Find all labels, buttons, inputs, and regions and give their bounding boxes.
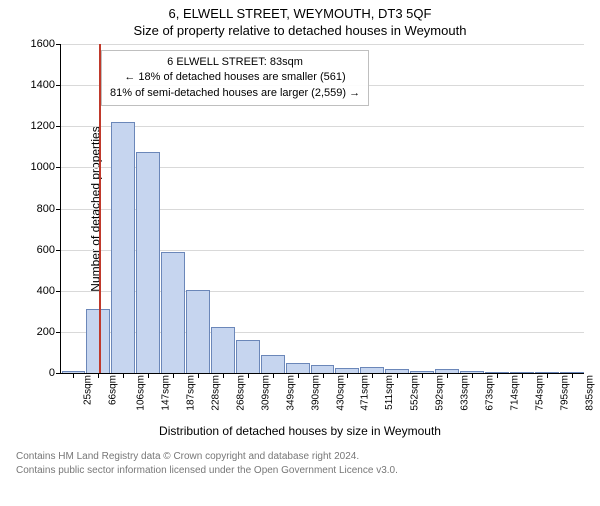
xtick-label: 187sqm [185, 375, 196, 411]
xtick-label: 835sqm [584, 375, 595, 411]
xtick-mark [347, 373, 348, 378]
histogram-bar [136, 152, 160, 373]
histogram-bar [62, 371, 86, 373]
ytick-label: 0 [49, 367, 55, 379]
xtick-mark [472, 373, 473, 378]
histogram-bar [385, 369, 409, 373]
xtick-label: 633sqm [459, 375, 470, 411]
histogram-bar [311, 365, 335, 373]
page-title-line1: 6, ELWELL STREET, WEYMOUTH, DT3 5QF [0, 6, 600, 21]
xtick-label: 25sqm [83, 375, 94, 405]
histogram-bar [435, 369, 459, 373]
annotation-line1: 6 ELWELL STREET: 83sqm [110, 55, 360, 70]
xtick-mark [447, 373, 448, 378]
xtick-label: 511sqm [384, 375, 395, 410]
annotation-line3: 81% of semi-detached houses are larger (… [110, 86, 360, 101]
xtick-mark [372, 373, 373, 378]
histogram-bar [410, 371, 434, 373]
histogram-chart: Number of detached properties 6 ELWELL S… [60, 44, 584, 374]
xtick-mark [547, 373, 548, 378]
chart-annotation-box: 6 ELWELL STREET: 83sqm ← 18% of detached… [101, 50, 369, 106]
xtick-mark [497, 373, 498, 378]
xtick-label: 106sqm [136, 375, 147, 411]
footer-line2: Contains public sector information licen… [16, 464, 584, 478]
annotation-line2: ← 18% of detached houses are smaller (56… [110, 70, 360, 85]
xtick-mark [397, 373, 398, 378]
xtick-mark [123, 373, 124, 378]
xtick-label: 147sqm [160, 375, 171, 411]
xtick-mark [522, 373, 523, 378]
xtick-label: 795sqm [559, 375, 570, 411]
histogram-bar [186, 290, 210, 373]
histogram-bar [286, 363, 310, 373]
xtick-mark [173, 373, 174, 378]
xtick-label: 754sqm [534, 375, 545, 411]
histogram-bar [261, 355, 285, 373]
xtick-mark [422, 373, 423, 378]
histogram-bar [560, 372, 584, 373]
xtick-mark [323, 373, 324, 378]
ytick-label: 800 [37, 203, 55, 215]
xtick-label: 714sqm [509, 375, 520, 411]
histogram-bar [485, 372, 509, 373]
histogram-bar [236, 340, 260, 373]
xtick-label: 228sqm [210, 375, 221, 411]
xtick-mark [273, 373, 274, 378]
xtick-mark [198, 373, 199, 378]
ytick-label: 1200 [31, 120, 55, 132]
xtick-mark [572, 373, 573, 378]
ytick-label: 200 [37, 326, 55, 338]
xtick-label: 471sqm [360, 375, 371, 411]
x-axis-label: Distribution of detached houses by size … [0, 424, 600, 438]
histogram-bar [510, 372, 534, 373]
xtick-mark [148, 373, 149, 378]
page-title-line2: Size of property relative to detached ho… [0, 23, 600, 38]
xtick-mark [248, 373, 249, 378]
xtick-label: 390sqm [310, 375, 321, 411]
xtick-label: 430sqm [335, 375, 346, 411]
histogram-bar [460, 371, 484, 373]
ytick-label: 1000 [31, 161, 55, 173]
xtick-label: 66sqm [108, 375, 119, 405]
xtick-mark [223, 373, 224, 378]
histogram-bar [211, 327, 235, 373]
ytick-label: 1600 [31, 38, 55, 50]
ytick-label: 1400 [31, 79, 55, 91]
xtick-label: 309sqm [260, 375, 271, 411]
xtick-mark [298, 373, 299, 378]
histogram-bar [335, 368, 359, 373]
xtick-label: 673sqm [484, 375, 495, 411]
histogram-bar [535, 372, 559, 373]
xtick-mark [98, 373, 99, 378]
ytick-label: 400 [37, 285, 55, 297]
footer-line1: Contains HM Land Registry data © Crown c… [16, 450, 584, 464]
xtick-label: 268sqm [235, 375, 246, 411]
histogram-bar [360, 367, 384, 373]
xtick-label: 592sqm [434, 375, 445, 411]
xtick-label: 552sqm [409, 375, 420, 411]
histogram-bar [161, 252, 185, 373]
xtick-label: 349sqm [285, 375, 296, 411]
histogram-bar [111, 122, 135, 373]
ytick-label: 600 [37, 244, 55, 256]
footer-attribution: Contains HM Land Registry data © Crown c… [16, 450, 584, 477]
xtick-mark [73, 373, 74, 378]
ytick-mark [56, 373, 61, 374]
